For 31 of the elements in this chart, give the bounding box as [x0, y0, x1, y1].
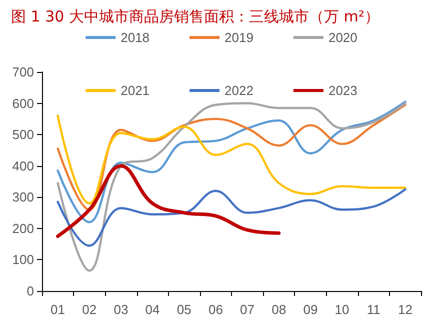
- x-tick-label: 10: [334, 302, 350, 317]
- x-tick-label: 07: [240, 302, 255, 317]
- legend-label: 2021: [120, 83, 150, 98]
- x-tick-label: 09: [303, 302, 318, 317]
- legend-label: 2023: [328, 83, 358, 98]
- x-tick-label: 01: [50, 302, 66, 317]
- line-series: [56, 188, 406, 247]
- y-tick-label: 0: [26, 284, 34, 298]
- x-tick-label: 06: [208, 302, 223, 317]
- y-tick-label: 600: [12, 96, 34, 111]
- x-tick-label: 02: [82, 302, 97, 317]
- legend-label: 2019: [224, 30, 254, 45]
- y-tick-label: 400: [12, 158, 34, 174]
- x-tick-label: 04: [145, 302, 160, 317]
- x-tick-label: 11: [366, 302, 380, 317]
- legend-label: 2020: [328, 30, 358, 45]
- line-series: [56, 164, 281, 238]
- line-series: [56, 114, 406, 204]
- x-tick-label: 08: [272, 302, 286, 317]
- y-tick-label: 700: [12, 64, 34, 80]
- legend-label: 2018: [120, 30, 150, 45]
- y-tick-label: 100: [12, 252, 34, 268]
- y-tick-label: 300: [12, 190, 34, 205]
- legend-label: 2022: [224, 83, 254, 98]
- chart-title: 图 1 30 大中城市商品房销售面积：三线城市（万 m²）: [11, 8, 380, 26]
- x-tick-label: 12: [398, 302, 412, 317]
- x-tick-label: 03: [114, 302, 128, 317]
- y-tick-label: 500: [12, 127, 34, 142]
- y-tick-label: 200: [12, 220, 34, 236]
- x-tick-label: 05: [176, 302, 192, 317]
- line-series: [56, 102, 406, 272]
